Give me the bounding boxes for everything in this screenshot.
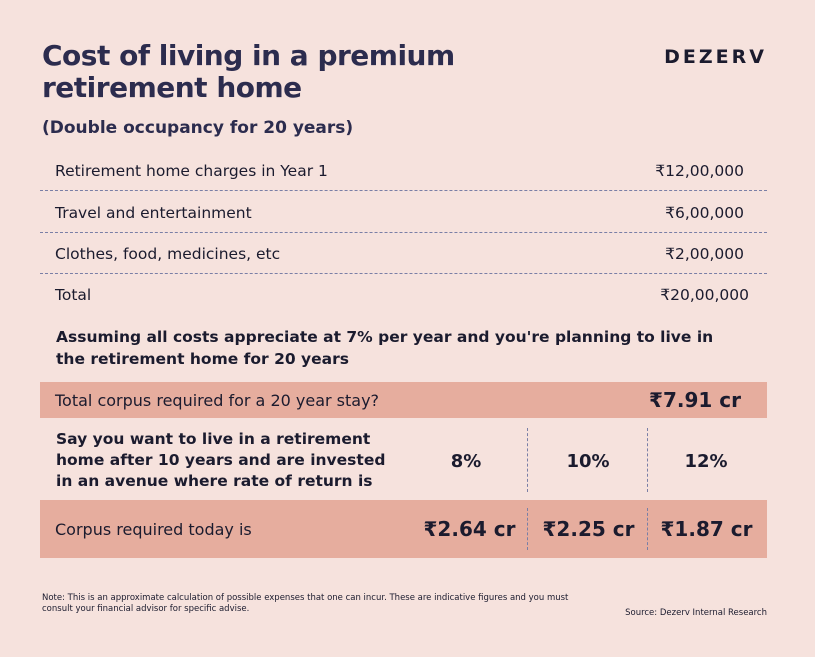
expense-label: Clothes, food, medicines, etc: [55, 244, 281, 263]
corpus-today-band: Corpus required today is ₹2.64 cr ₹2.25 …: [40, 500, 767, 558]
expense-label: Travel and entertainment: [55, 203, 252, 222]
expense-row: Retirement home charges in Year 1 ₹12,00…: [40, 151, 767, 191]
expense-row: Clothes, food, medicines, etc ₹2,00,000: [40, 234, 767, 274]
corpus-today-10: ₹2.25 cr: [542, 517, 635, 541]
brand-logo: DEZERV: [664, 46, 767, 68]
source-text: Source: Dezerv Internal Research: [625, 608, 767, 618]
corpus-today-label: Corpus required today is: [55, 519, 252, 539]
total-label: Total: [55, 286, 92, 304]
corpus-total-label: Total corpus required for a 20 year stay…: [55, 390, 380, 410]
corpus-total-band: Total corpus required for a 20 year stay…: [40, 382, 767, 418]
subtitle: (Double occupancy for 20 years): [42, 118, 354, 138]
rate-12: 12%: [684, 450, 728, 472]
title-line-2: retirement home: [42, 71, 302, 104]
total-row: Total ₹20,00,000: [40, 275, 767, 315]
total-value: ₹20,00,000: [660, 286, 749, 304]
expense-value: ₹2,00,000: [665, 244, 744, 263]
assumption-text: Assuming all costs appreciate at 7% per …: [56, 328, 714, 368]
column-divider: [647, 428, 648, 492]
page-title: Cost of living in a premium retirement h…: [42, 40, 455, 104]
rate-question: Say you want to live in a retirement hom…: [56, 430, 386, 490]
rate-8: 8%: [450, 450, 482, 472]
expense-value: ₹6,00,000: [665, 203, 744, 222]
column-divider: [647, 508, 648, 550]
corpus-today-12: ₹1.87 cr: [660, 517, 753, 541]
column-divider: [527, 508, 528, 550]
expense-label: Retirement home charges in Year 1: [55, 161, 328, 180]
expense-row: Travel and entertainment ₹6,00,000: [40, 193, 767, 233]
disclaimer-note: Note: This is an approximate calculation…: [42, 593, 569, 614]
corpus-total-value: ₹7.91 cr: [649, 388, 741, 412]
column-divider: [527, 428, 528, 492]
rate-10: 10%: [566, 450, 610, 472]
corpus-today-8: ₹2.64 cr: [423, 517, 516, 541]
title-line-1: Cost of living in a premium: [42, 39, 455, 72]
expense-value: ₹12,00,000: [655, 161, 744, 180]
